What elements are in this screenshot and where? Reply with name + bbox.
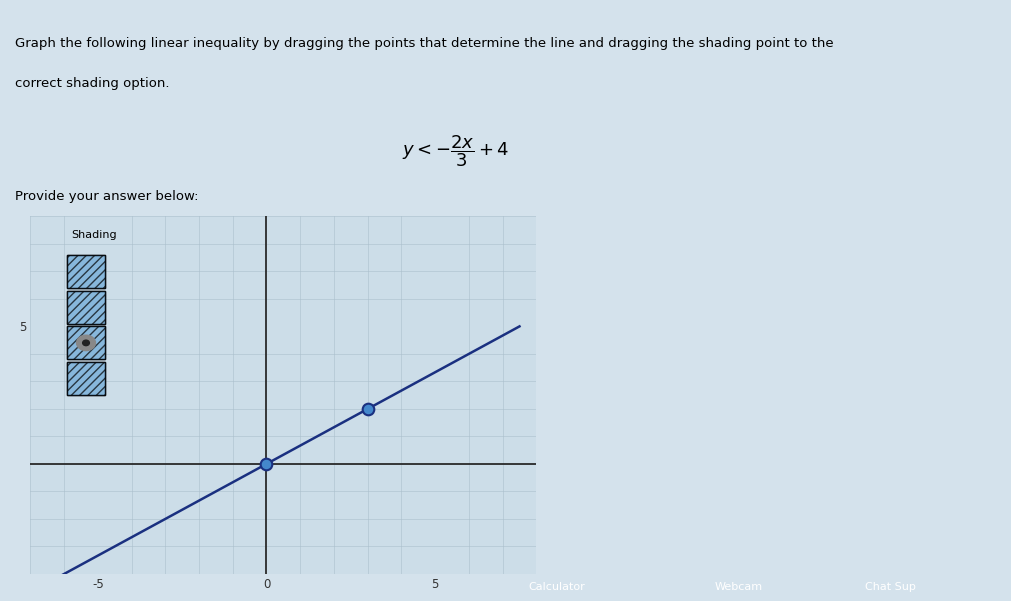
Text: Shading: Shading <box>71 230 116 240</box>
Bar <box>68 326 104 359</box>
Bar <box>68 255 104 288</box>
Bar <box>68 291 104 323</box>
Text: Chat Sup: Chat Sup <box>864 582 915 593</box>
Text: Calculator: Calculator <box>528 582 584 593</box>
Circle shape <box>83 340 89 346</box>
Bar <box>68 255 104 288</box>
Point <box>359 404 375 413</box>
Text: Provide your answer below:: Provide your answer below: <box>15 190 198 203</box>
Circle shape <box>77 335 95 350</box>
Bar <box>68 362 104 395</box>
Bar <box>68 362 104 395</box>
Text: $y < -\dfrac{2x}{3} + 4$: $y < -\dfrac{2x}{3} + 4$ <box>401 134 509 169</box>
Text: correct shading option.: correct shading option. <box>15 77 170 90</box>
Text: Webcam: Webcam <box>714 582 762 593</box>
Bar <box>68 326 104 359</box>
Point <box>258 459 274 469</box>
Bar <box>68 291 104 323</box>
Text: Graph the following linear inequality by dragging the points that determine the : Graph the following linear inequality by… <box>15 37 833 50</box>
